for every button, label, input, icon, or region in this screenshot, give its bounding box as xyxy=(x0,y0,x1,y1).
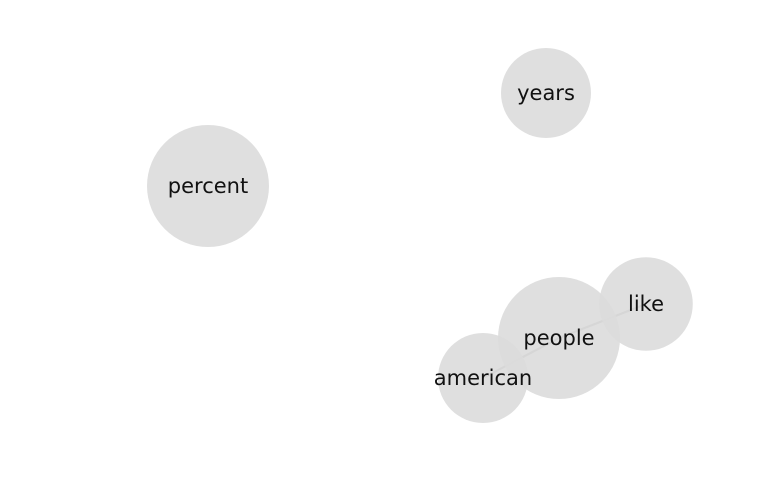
node-like xyxy=(599,257,693,351)
node-years xyxy=(501,48,591,138)
node-layer xyxy=(147,48,693,423)
label-layer: years percent people like american xyxy=(168,81,664,390)
node-label-people: people xyxy=(523,326,594,350)
node-percent xyxy=(147,125,269,247)
node-people xyxy=(498,277,620,399)
node-label-percent: percent xyxy=(168,174,248,198)
node-label-like: like xyxy=(628,292,664,316)
node-label-years: years xyxy=(517,81,575,105)
node-label-american: american xyxy=(434,366,532,390)
node-american xyxy=(438,333,528,423)
